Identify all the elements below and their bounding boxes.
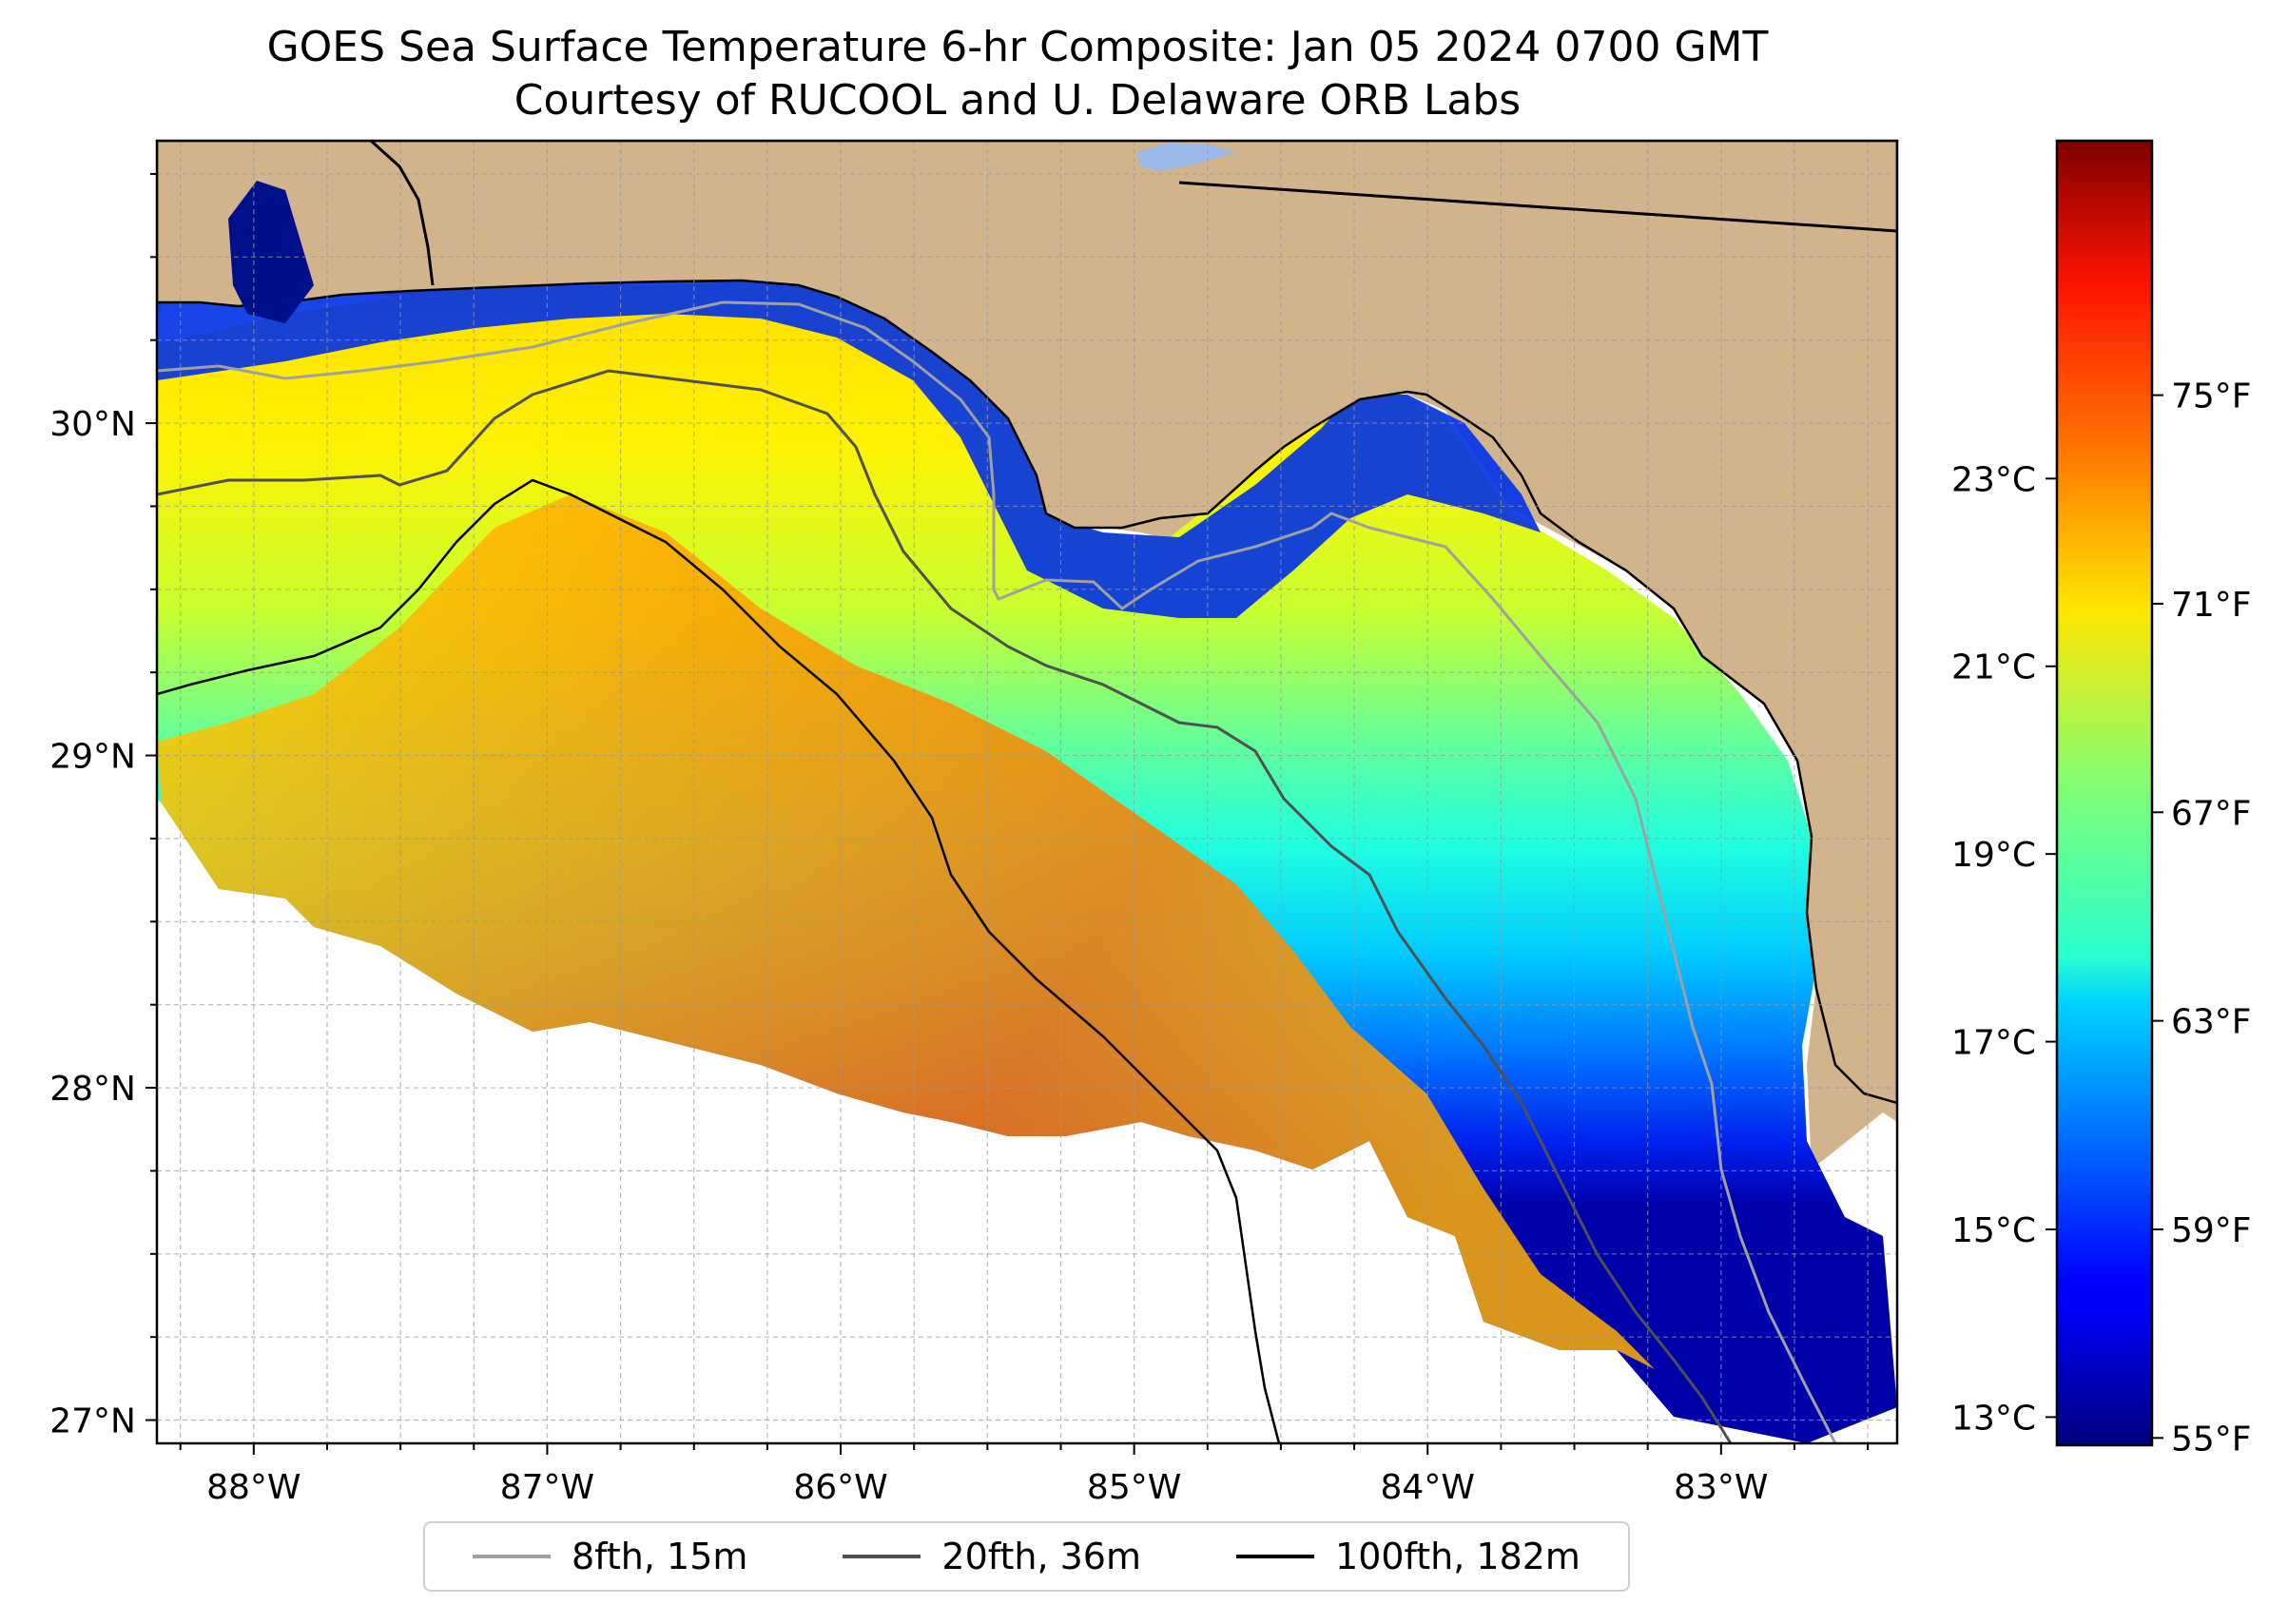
legend-label-20fth: 20fth, 36m	[941, 1536, 1141, 1577]
colorbar-gradient	[2055, 139, 2154, 1447]
celsius-tick-label: 23°C	[1951, 460, 2036, 499]
longitude-axis: 88°W 87°W 86°W 85°W 84°W 83°W	[179, 1443, 1870, 1507]
legend-swatch-100fth	[1236, 1555, 1315, 1558]
lon-tick-label: 86°W	[793, 1468, 887, 1507]
lon-tick-label: 88°W	[206, 1468, 301, 1507]
map-title: GOES Sea Surface Temperature 6-hr Compos…	[266, 23, 1769, 71]
contour-100fth	[157, 478, 1281, 1443]
legend-label-8fth: 8fth, 15m	[572, 1536, 748, 1577]
legend-item-8fth: 8fth, 15m	[473, 1536, 747, 1577]
legend-item-100fth: 100fth, 182m	[1236, 1536, 1580, 1577]
fahrenheit-tick-label: 75°F	[2171, 377, 2252, 416]
lake-water	[1136, 143, 1236, 171]
lat-tick-label: 28°N	[49, 1070, 136, 1109]
legend: 8fth, 15m 20fth, 36m 100fth, 182m	[423, 1521, 1630, 1592]
celsius-tick-label: 15°C	[1951, 1211, 2036, 1250]
celsius-tick-label: 13°C	[1951, 1399, 2036, 1438]
state-border	[369, 141, 1897, 286]
celsius-tick-label: 19°C	[1951, 836, 2036, 875]
graticule	[157, 141, 1897, 1443]
map-frame	[155, 139, 1899, 1445]
mobile-bay	[228, 181, 314, 323]
lon-tick-label: 87°W	[500, 1468, 594, 1507]
lon-tick-label: 83°W	[1674, 1468, 1768, 1507]
legend-swatch-20fth	[843, 1555, 921, 1558]
fahrenheit-tick-label: 71°F	[2171, 586, 2252, 625]
warm-core	[157, 494, 1655, 1369]
map-subtitle: Courtesy of RUCOOL and U. Delaware ORB L…	[514, 76, 1522, 125]
map-content	[157, 141, 1897, 1443]
colorbar-celsius-axis: 23°C 21°C 19°C 17°C 15°C 13°C	[1951, 460, 2057, 1438]
title-block: GOES Sea Surface Temperature 6-hr Compos…	[0, 21, 2035, 127]
contour-8fth	[157, 300, 1837, 1443]
legend-label-100fth: 100fth, 182m	[1335, 1536, 1580, 1577]
legend-swatch-8fth	[473, 1555, 551, 1558]
lon-tick-label: 85°W	[1087, 1468, 1181, 1507]
celsius-tick-label: 21°C	[1951, 648, 2036, 687]
cold-nearshore	[157, 274, 1541, 618]
colorbar-fahrenheit-axis: 75°F 71°F 67°F 63°F 59°F 55°F	[2152, 377, 2252, 1459]
lat-tick-label: 29°N	[49, 738, 136, 777]
lat-tick-label: 27°N	[49, 1402, 136, 1441]
contour-20fth	[157, 369, 1733, 1443]
legend-item-20fth: 20fth, 36m	[843, 1536, 1141, 1577]
fahrenheit-tick-label: 59°F	[2171, 1211, 2252, 1250]
lon-tick-label: 84°W	[1381, 1468, 1475, 1507]
coastline-land	[157, 141, 1897, 1105]
fahrenheit-tick-label: 67°F	[2171, 794, 2252, 833]
fahrenheit-tick-label: 55°F	[2171, 1420, 2252, 1459]
colorbar: 23°C 21°C 19°C 17°C 15°C 13°C 75°F 71°F 67°F 63°…	[1951, 139, 2252, 1459]
lat-tick-label: 30°N	[49, 405, 136, 444]
latitude-axis: 30°N 29°N 28°N 27°N	[49, 172, 157, 1441]
celsius-tick-label: 17°C	[1951, 1024, 2036, 1063]
fahrenheit-tick-label: 63°F	[2171, 1003, 2252, 1042]
